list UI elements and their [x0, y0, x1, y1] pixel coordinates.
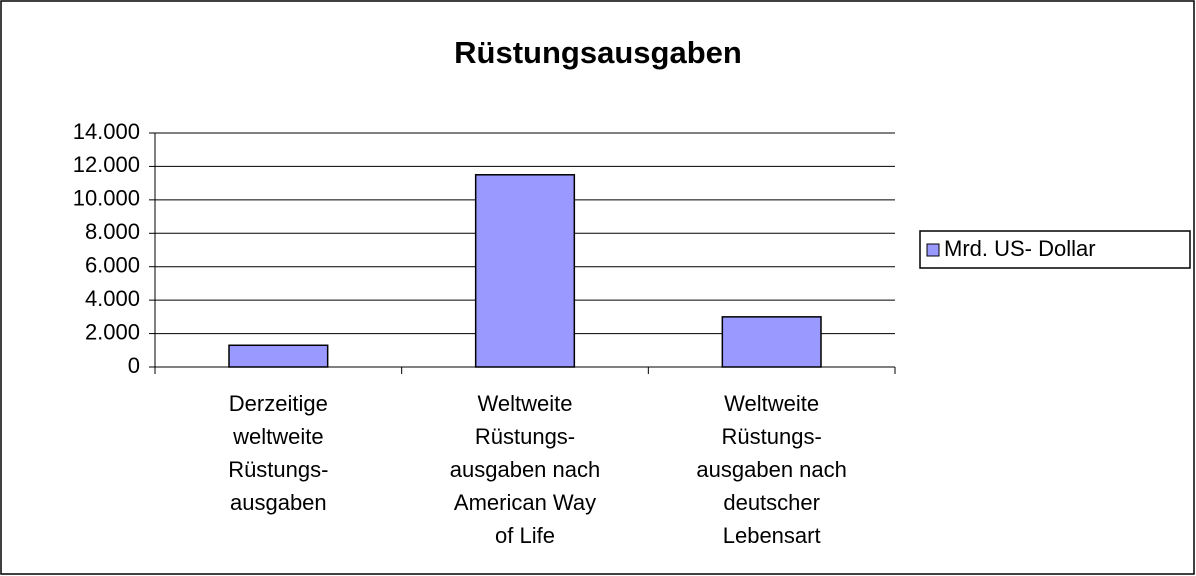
- y-tick-label: 8.000: [85, 219, 140, 244]
- x-tick-label: Weltweite Rüstungs-ausgaben nach deutscher…: [696, 391, 846, 548]
- y-tick-label: 0: [128, 353, 140, 378]
- y-tick-label: 12.000: [73, 152, 140, 177]
- y-tick-label: 14.000: [73, 119, 140, 144]
- x-tick-label: Derzeitige weltweite Rüstungs-ausgaben: [228, 391, 328, 515]
- bar: [721, 316, 822, 368]
- x-tick-label: Weltweite Rüstungs-ausgaben nach American …: [450, 391, 600, 548]
- y-tick-label: 2.000: [85, 319, 140, 344]
- bar: [474, 174, 576, 368]
- legend-marker: [926, 243, 940, 257]
- legend-label: Mrd. US- Dollar: [944, 236, 1096, 261]
- y-tick-label: 10.000: [73, 186, 140, 211]
- y-tick-label: 4.000: [85, 286, 140, 311]
- bar: [228, 344, 329, 368]
- legend-box: [919, 230, 1191, 269]
- y-tick-label: 6.000: [85, 253, 140, 278]
- chart-title: Rüstungsausgaben: [454, 35, 742, 70]
